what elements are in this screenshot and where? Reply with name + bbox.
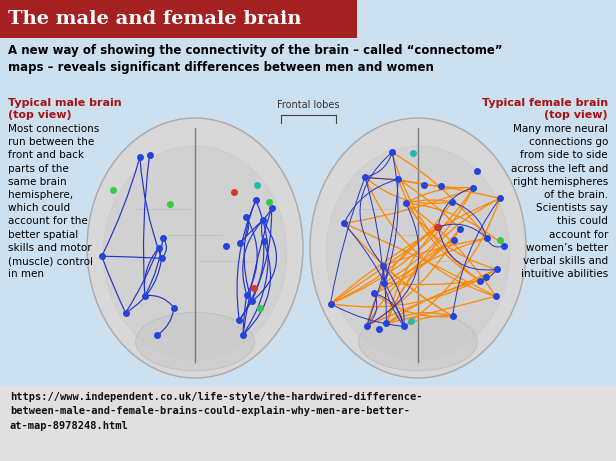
Text: Most connections
run between the
front and back
parts of the
same brain
hemisphe: Most connections run between the front a… [8, 124, 99, 279]
Text: Typical female brain: Typical female brain [482, 98, 608, 108]
Text: https://www.independent.co.uk/life-style/the-hardwired-difference-
between-male-: https://www.independent.co.uk/life-style… [10, 392, 423, 431]
Text: Typical male brain: Typical male brain [8, 98, 121, 108]
Text: Frontal lobes: Frontal lobes [277, 100, 339, 110]
Ellipse shape [87, 118, 303, 378]
Ellipse shape [310, 118, 526, 378]
Bar [0, 0, 357, 38]
Text: Many more neural
connections go
from side to side
across the left and
right hemi: Many more neural connections go from sid… [511, 124, 608, 279]
Ellipse shape [359, 313, 477, 371]
Text: The male and female brain: The male and female brain [8, 10, 301, 28]
Text: A new way of showing the connectivity of the brain – called “connectome”
maps – : A new way of showing the connectivity of… [8, 44, 503, 75]
Text: (top view): (top view) [545, 110, 608, 120]
Ellipse shape [136, 313, 254, 371]
Ellipse shape [103, 146, 287, 360]
Text: (top view): (top view) [8, 110, 71, 120]
Ellipse shape [326, 146, 510, 360]
Bar [0, 386, 616, 461]
